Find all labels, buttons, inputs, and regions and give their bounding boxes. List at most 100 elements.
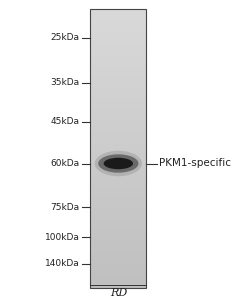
Bar [90,105,146,106]
Bar [90,129,146,130]
Bar [90,210,146,211]
Bar [90,268,146,270]
Bar [90,59,146,61]
Bar [90,236,146,238]
Bar [90,285,146,286]
Bar [90,174,146,175]
Bar [90,284,146,285]
Bar [90,157,146,158]
Bar [90,9,146,11]
Bar [90,58,146,59]
Text: 100kDa: 100kDa [45,232,80,242]
Bar [90,226,146,228]
Bar [90,134,146,136]
Bar [90,76,146,77]
Bar [90,118,146,119]
Bar [90,62,146,63]
Bar [90,63,146,65]
Bar [90,250,146,252]
Bar [90,80,146,82]
Bar [90,239,146,241]
Bar [90,248,146,249]
Bar [90,231,146,232]
Bar [90,199,146,200]
Bar [90,186,146,188]
Bar [90,160,146,161]
Bar [90,136,146,137]
Bar [90,103,146,104]
Bar [90,175,146,176]
Bar [90,260,146,262]
Bar [90,176,146,178]
Bar [90,200,146,202]
Bar [90,54,146,55]
Bar [90,24,146,26]
Bar [90,271,146,273]
Bar [90,116,146,118]
Bar [90,232,146,234]
Bar [90,228,146,230]
Bar [90,55,146,56]
Bar [90,193,146,194]
Ellipse shape [98,154,138,173]
Bar [90,194,146,196]
Text: 35kDa: 35kDa [50,78,80,87]
Bar [90,133,146,134]
Bar [90,94,146,95]
Bar [90,28,146,30]
Bar [90,88,146,90]
Bar [90,221,146,222]
Bar [90,165,146,166]
Bar [90,182,146,183]
Bar [90,266,146,267]
Bar [90,72,146,73]
Bar [90,158,146,160]
Bar [90,50,146,51]
Bar [90,178,146,179]
Bar [90,82,146,83]
Bar [90,196,146,197]
Bar [90,37,146,38]
Bar [90,213,146,214]
Bar [90,65,146,66]
Ellipse shape [104,158,133,169]
Bar [90,47,146,48]
Bar [90,108,146,110]
Bar [90,140,146,142]
Bar [90,56,146,58]
Bar [90,252,146,253]
Bar [90,119,146,121]
Bar [90,185,146,186]
Bar [90,220,146,221]
Text: 45kDa: 45kDa [51,117,80,126]
Bar [90,286,146,288]
Bar [90,142,146,143]
Bar [90,172,146,174]
Bar [90,9,146,288]
Bar [90,238,146,239]
Bar [90,215,146,217]
Bar [90,132,146,133]
Bar [90,167,146,168]
Bar [90,278,146,280]
Bar [90,190,146,192]
Bar [90,243,146,245]
Bar [90,137,146,139]
Bar [90,208,146,210]
Bar [90,222,146,224]
Bar [90,110,146,111]
Bar [90,125,146,126]
Bar [90,146,146,147]
Bar [90,274,146,275]
Bar [90,150,146,151]
Bar [90,207,146,208]
Bar [90,256,146,257]
Bar [90,86,146,87]
Bar [90,61,146,62]
Bar [90,44,146,45]
Bar [90,98,146,100]
Bar [90,112,146,114]
Bar [90,87,146,88]
Bar [90,38,146,40]
Bar [90,19,146,20]
